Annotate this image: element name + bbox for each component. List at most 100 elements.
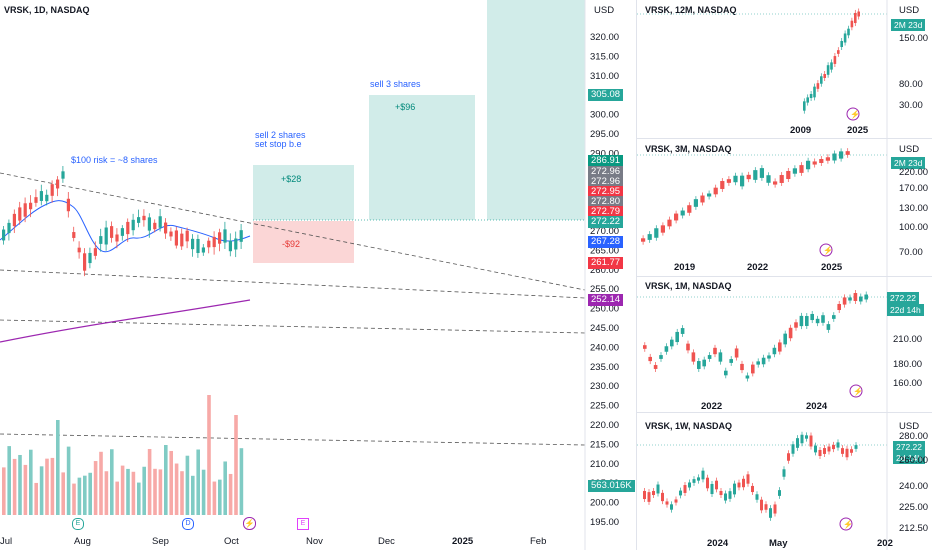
flash-icon[interactable]: ⚡ — [243, 517, 256, 530]
time-axis-label: 2025 — [452, 536, 474, 547]
side-candle-body — [827, 446, 831, 452]
side-candle-body — [806, 97, 809, 103]
axis-1m-3: 180.00 — [893, 359, 923, 370]
side-chart-3m-canvas[interactable]: ⚡ — [637, 139, 932, 276]
sell2-annotation-line1[interactable]: sell 2 shares — [255, 130, 306, 140]
candle-body — [93, 248, 97, 256]
time-axis-label: Aug — [74, 536, 91, 547]
volume-line — [0, 433, 586, 446]
sell3-annotation[interactable]: sell 3 shares — [370, 79, 421, 89]
candle-body — [207, 240, 211, 248]
earnings-marker-1[interactable]: E — [72, 518, 84, 530]
side-candle-body — [783, 333, 787, 345]
side-chart-1w-canvas[interactable]: ⚡ — [637, 413, 932, 550]
side-candle-body — [686, 343, 690, 351]
volume-bar — [29, 449, 33, 515]
volume-bar — [120, 465, 125, 515]
dividend-marker[interactable]: D — [182, 518, 194, 530]
volume-bar — [18, 454, 22, 515]
axis-12m-3: 30.00 — [899, 100, 923, 111]
side-candle-body — [707, 193, 712, 197]
side-candle-body — [854, 12, 857, 24]
side-candle-body — [772, 347, 777, 355]
side-candle-body — [726, 179, 731, 183]
side-chart-1w[interactable]: VRSK, 1W, NASDAQ USD ⚡ 280.00 272.22 2d … — [637, 413, 932, 550]
axis-3m-5: 70.00 — [899, 247, 923, 258]
candle-body — [239, 230, 243, 242]
risk-annotation[interactable]: $100 risk = ~8 shares — [71, 155, 158, 165]
volume-bar — [83, 475, 87, 515]
candles — [2, 165, 243, 277]
side-candle-body — [813, 86, 816, 98]
price-tag-272-96a: 272.96 — [588, 166, 624, 178]
candle-body — [45, 194, 49, 202]
price-axis-label: 215.00 — [590, 439, 619, 450]
price-axis-label: 230.00 — [590, 381, 619, 392]
side-candle-body — [688, 482, 691, 488]
side-candle-body — [816, 83, 820, 89]
candle-body — [88, 252, 92, 264]
candle-body — [234, 238, 238, 250]
side-chart-1m-canvas[interactable]: ⚡ — [637, 277, 932, 412]
long-moving-average — [0, 299, 251, 343]
side-candle-body — [843, 33, 847, 43]
side-chart-12m[interactable]: VRSK, 12M, NASDAQ USD ⚡ 2M 23d 150.00 80… — [637, 0, 932, 139]
volume-bar — [239, 448, 244, 515]
side-chart-3m[interactable]: VRSK, 3M, NASDAQ USD ⚡ 2M 23d 220.00 170… — [637, 139, 932, 277]
time-axis-label: Jul — [0, 536, 12, 547]
price-axis-label: 240.00 — [590, 342, 619, 353]
side-candle-body — [759, 168, 764, 178]
side-candle-body — [706, 477, 709, 489]
profit-label-1: +$28 — [281, 174, 302, 184]
side-candle-body — [823, 448, 826, 454]
main-chart[interactable]: 320.00315.00310.00305.00300.00295.00290.… — [0, 0, 635, 550]
candle-body — [158, 216, 162, 228]
trend-line-upper — [0, 172, 586, 291]
price-tag-305: 305.08 — [588, 89, 624, 101]
volume-tag: 563.016K — [588, 480, 635, 492]
main-chart-canvas[interactable]: 320.00315.00310.00305.00300.00295.00290.… — [0, 0, 628, 550]
volume-bar — [61, 472, 65, 515]
side-candle-body — [713, 187, 718, 195]
price-axis-label: 220.00 — [590, 420, 619, 431]
volume-bar — [23, 464, 28, 515]
time-1w-2: May — [769, 538, 788, 549]
candle-body — [147, 217, 151, 231]
candles-3m — [641, 148, 850, 245]
volume-bar — [147, 448, 152, 515]
price-axis-label: 300.00 — [590, 110, 619, 121]
side-chart-1m-title: VRSK, 1M, NASDAQ — [645, 281, 732, 291]
side-chart-1m[interactable]: VRSK, 1M, NASDAQ ⚡ 272.22 22d 14h 210.00… — [637, 277, 932, 413]
candle-body — [18, 207, 22, 221]
time-1m-2: 2024 — [806, 401, 828, 412]
candle-body — [77, 247, 81, 253]
price-tag-272-95: 272.95 — [588, 186, 624, 198]
flash-icon-3m — [819, 243, 833, 257]
side-candle-body — [648, 356, 652, 362]
side-candle-body — [687, 205, 692, 213]
earnings-marker-2[interactable]: E — [297, 518, 309, 530]
axis-12m-1: 150.00 — [899, 33, 929, 44]
price-axis-label: 315.00 — [590, 51, 619, 62]
volume-bar — [174, 463, 179, 515]
side-candle-body — [680, 328, 685, 334]
price-axis-label: 310.00 — [590, 71, 619, 82]
candles-1w — [643, 431, 858, 521]
side-candle-body — [713, 347, 717, 355]
side-chart-12m-canvas[interactable]: ⚡ — [637, 0, 932, 138]
volume-bar — [164, 445, 168, 515]
side-candle-body — [691, 352, 696, 362]
volume-bar — [142, 466, 146, 515]
side-candle-body — [825, 157, 830, 161]
price-tag-286: 286.91 — [588, 155, 624, 167]
volume-bar — [218, 479, 222, 515]
side-candle-body — [756, 361, 760, 365]
candle-body — [153, 222, 157, 230]
sell2-annotation-line2[interactable]: set stop b.e — [255, 139, 302, 149]
candle-body — [180, 233, 184, 247]
price-axis-label: 290.00 — [590, 148, 619, 159]
side-candle-body — [773, 504, 777, 514]
side-candle-body — [853, 293, 858, 301]
price-axis-label: 270.00 — [590, 226, 619, 237]
candle-body — [7, 222, 11, 234]
